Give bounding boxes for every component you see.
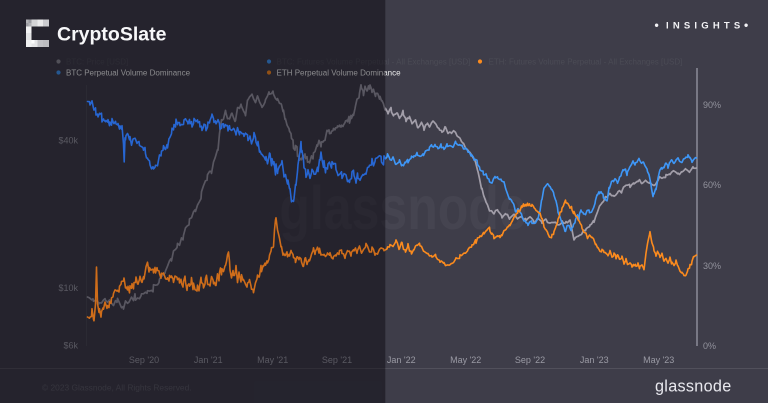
svg-text:Jan '23: Jan '23: [580, 355, 609, 365]
svg-text:$40k: $40k: [58, 136, 78, 146]
svg-text:ETH Perpetual Volume Dominance: ETH Perpetual Volume Dominance: [277, 69, 402, 78]
svg-text:glassnode: glassnode: [655, 377, 732, 395]
svg-text:Sep '21: Sep '21: [322, 355, 352, 365]
svg-text:© 2023 Glassnode, All Rights R: © 2023 Glassnode, All Rights Reserved.: [42, 383, 192, 393]
svg-text:Sep '22: Sep '22: [515, 355, 545, 365]
svg-text:ETH: Futures Volume Perpetual: ETH: Futures Volume Perpetual - All Exch…: [489, 58, 683, 67]
svg-text:BTC Perpetual Volume Dominance: BTC Perpetual Volume Dominance: [66, 69, 191, 78]
svg-text:May '21: May '21: [257, 355, 288, 365]
svg-text:May '23: May '23: [643, 355, 674, 365]
svg-text:•: •: [655, 18, 659, 32]
svg-text:BTC: Price [USD]: BTC: Price [USD]: [66, 58, 128, 67]
svg-text:•: •: [744, 18, 748, 32]
svg-text:INSIGHTS: INSIGHTS: [666, 21, 744, 32]
svg-text:0%: 0%: [703, 341, 716, 351]
svg-text:Jan '21: Jan '21: [194, 355, 223, 365]
svg-text:May '22: May '22: [450, 355, 481, 365]
svg-text:30%: 30%: [703, 261, 721, 271]
svg-text:$10k: $10k: [58, 283, 78, 293]
svg-text:CryptoSlate: CryptoSlate: [57, 24, 167, 46]
svg-text:$6k: $6k: [63, 341, 78, 351]
svg-text:BTC: Futures Volume Perpetual: BTC: Futures Volume Perpetual - All Exch…: [277, 58, 471, 67]
svg-text:90%: 90%: [703, 100, 721, 110]
svg-text:60%: 60%: [703, 180, 721, 190]
svg-text:Jan '22: Jan '22: [387, 355, 416, 365]
svg-text:Sep '20: Sep '20: [129, 355, 159, 365]
